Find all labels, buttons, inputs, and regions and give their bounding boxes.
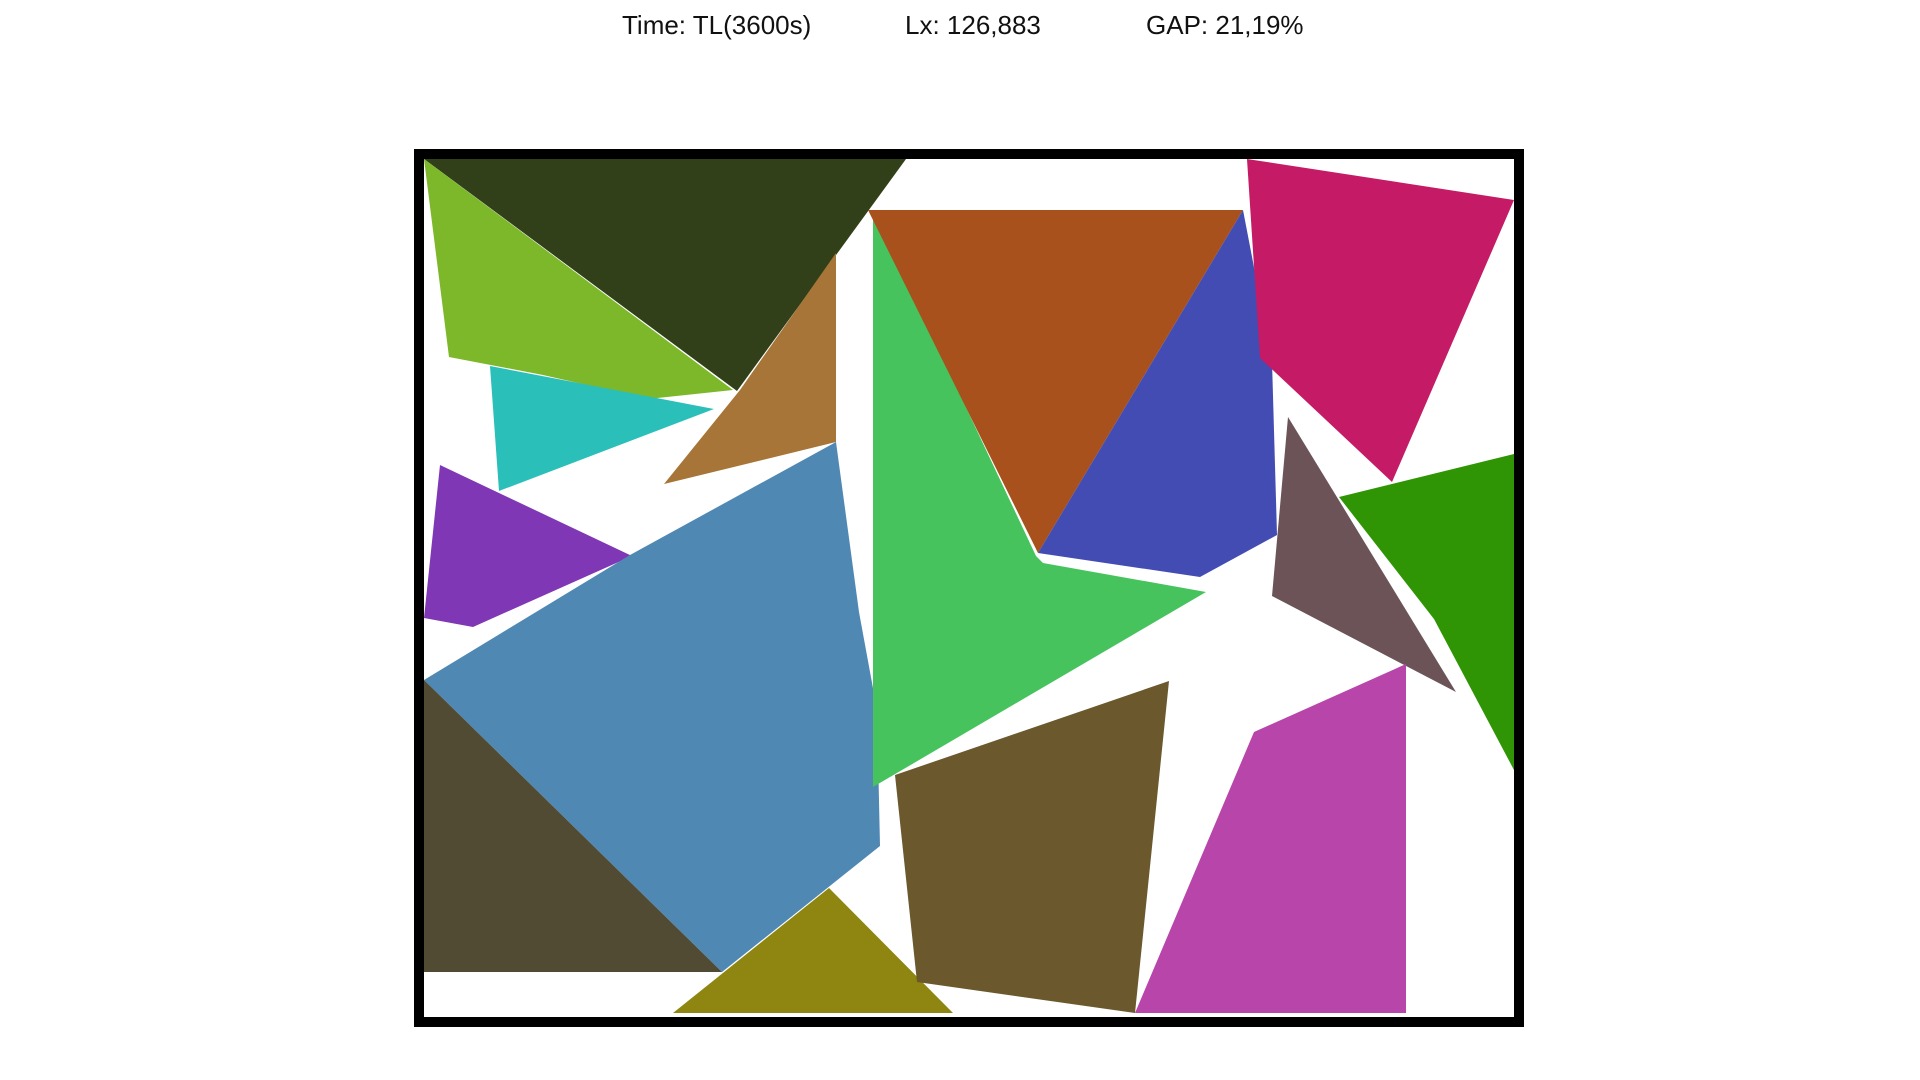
- piece-rust-triangle: [868, 210, 1243, 553]
- piece-magenta-quad: [1247, 159, 1514, 482]
- piece-indigo-polygon: [1038, 210, 1277, 577]
- piece-steel-blue-polygon: [424, 442, 880, 972]
- piece-gray-brown-triangle: [1272, 417, 1456, 692]
- lx-label: Lx: 126,883: [905, 10, 1041, 40]
- piece-dark-olive-triangle: [424, 159, 906, 391]
- gap-label: GAP: 21,19%: [1146, 10, 1304, 40]
- piece-green-polygon: [873, 210, 1206, 787]
- header: Time: TL(3600s) Lx: 126,883 GAP: 21,19%: [0, 10, 1920, 46]
- piece-forest-green-triangle: [1339, 454, 1514, 770]
- piece-mustard-triangle: [673, 888, 953, 1013]
- piece-purple-triangle: [424, 465, 632, 627]
- piece-brown-quad: [664, 253, 836, 484]
- time-label: Time: TL(3600s): [622, 10, 812, 40]
- container-border: [414, 149, 1524, 1027]
- piece-teal-triangle: [490, 366, 714, 491]
- piece-yellow-green-triangle: [424, 159, 733, 399]
- pieces-layer: [424, 159, 1514, 1013]
- piece-dark-brown-triangle: [424, 680, 722, 972]
- piece-orchid-quad: [1135, 664, 1406, 1013]
- piece-olive-brown-quad: [895, 681, 1169, 1013]
